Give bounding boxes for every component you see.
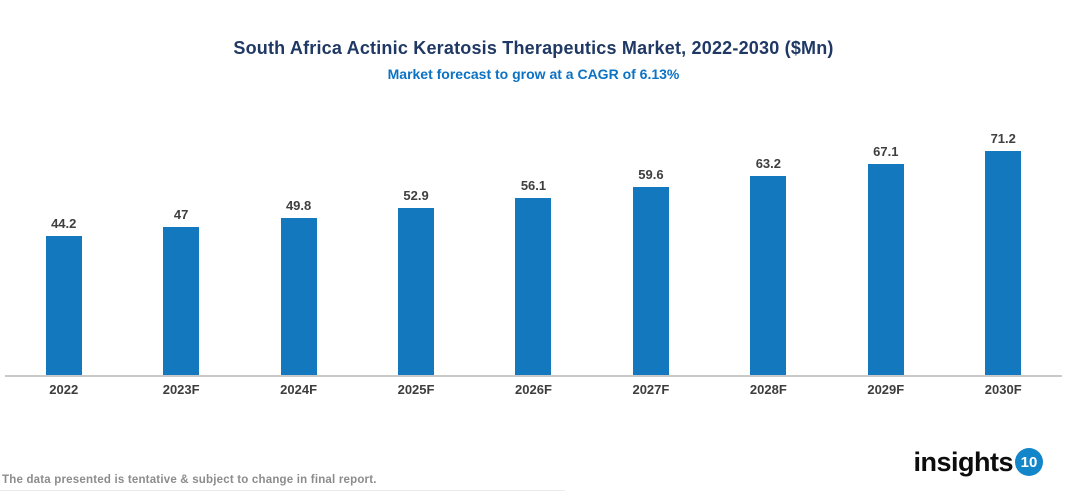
- bar-column: 71.2: [945, 131, 1062, 375]
- bar-value-label: 44.2: [51, 216, 77, 231]
- bar-column: 67.1: [827, 144, 944, 375]
- bar-value-label: 63.2: [755, 156, 781, 171]
- chart-title: South Africa Actinic Keratosis Therapeut…: [233, 38, 834, 58]
- x-axis-labels-row: 2022 2023F 2024F 2025F 2026F 2027F 2028F 2029F 2…: [5, 382, 1062, 397]
- bar: [280, 218, 317, 375]
- insights10-logo: insights 10: [913, 448, 1043, 476]
- bar: [398, 208, 435, 375]
- x-axis-label: 2027F: [632, 382, 670, 397]
- bar-value-label: 56.1: [520, 178, 547, 193]
- chart-subtitle: Market forecast to grow at a CAGR of 6.1…: [387, 66, 680, 82]
- bar-value-label: 59.6: [638, 167, 664, 182]
- bars-row: 44.2 47 49.8 52.9 56.1 59.6 63.2 67.1 71.2: [5, 129, 1062, 375]
- logo-text: insights: [913, 446, 1013, 477]
- x-axis-line: [5, 375, 1062, 377]
- bar-value-label: 47: [173, 207, 189, 222]
- x-axis-label: 2024F: [280, 382, 318, 397]
- bar-column: 56.1: [475, 178, 592, 375]
- x-axis-label: 2023F: [162, 382, 200, 397]
- bar-value-label: 71.2: [990, 131, 1016, 146]
- bar: [985, 151, 1022, 375]
- bar: [632, 187, 669, 375]
- bar-value-label: 67.1: [873, 144, 899, 159]
- x-axis-label: 2025F: [397, 382, 435, 397]
- bar-column: 63.2: [710, 156, 827, 375]
- footer-divider: [0, 490, 565, 491]
- bar-column: 44.2: [5, 216, 122, 375]
- x-axis-label: 2022: [49, 382, 79, 397]
- disclaimer-text: The data presented is tentative & subjec…: [2, 474, 377, 486]
- bar-value-label: 49.8: [285, 198, 312, 213]
- bar-column: 49.8: [240, 198, 357, 375]
- bar: [45, 236, 82, 375]
- bar-value-label: 52.9: [403, 188, 429, 203]
- x-axis-label: 2026F: [515, 382, 552, 397]
- logo-badge: 10: [1015, 448, 1043, 476]
- bar: [867, 164, 904, 375]
- x-axis-label: 2029F: [867, 382, 905, 397]
- bar-column: 52.9: [357, 188, 474, 375]
- bar: [750, 176, 787, 375]
- x-axis-label: 2030F: [984, 382, 1022, 397]
- bar-chart: 44.2 47 49.8 52.9 56.1 59.6 63.2 67.1 71.2 2022 2…: [5, 129, 1062, 397]
- bar: [163, 227, 200, 375]
- x-axis-label: 2028F: [749, 382, 787, 397]
- bar-column: 47: [122, 207, 239, 375]
- bar: [515, 198, 552, 375]
- bar-column: 59.6: [592, 167, 709, 375]
